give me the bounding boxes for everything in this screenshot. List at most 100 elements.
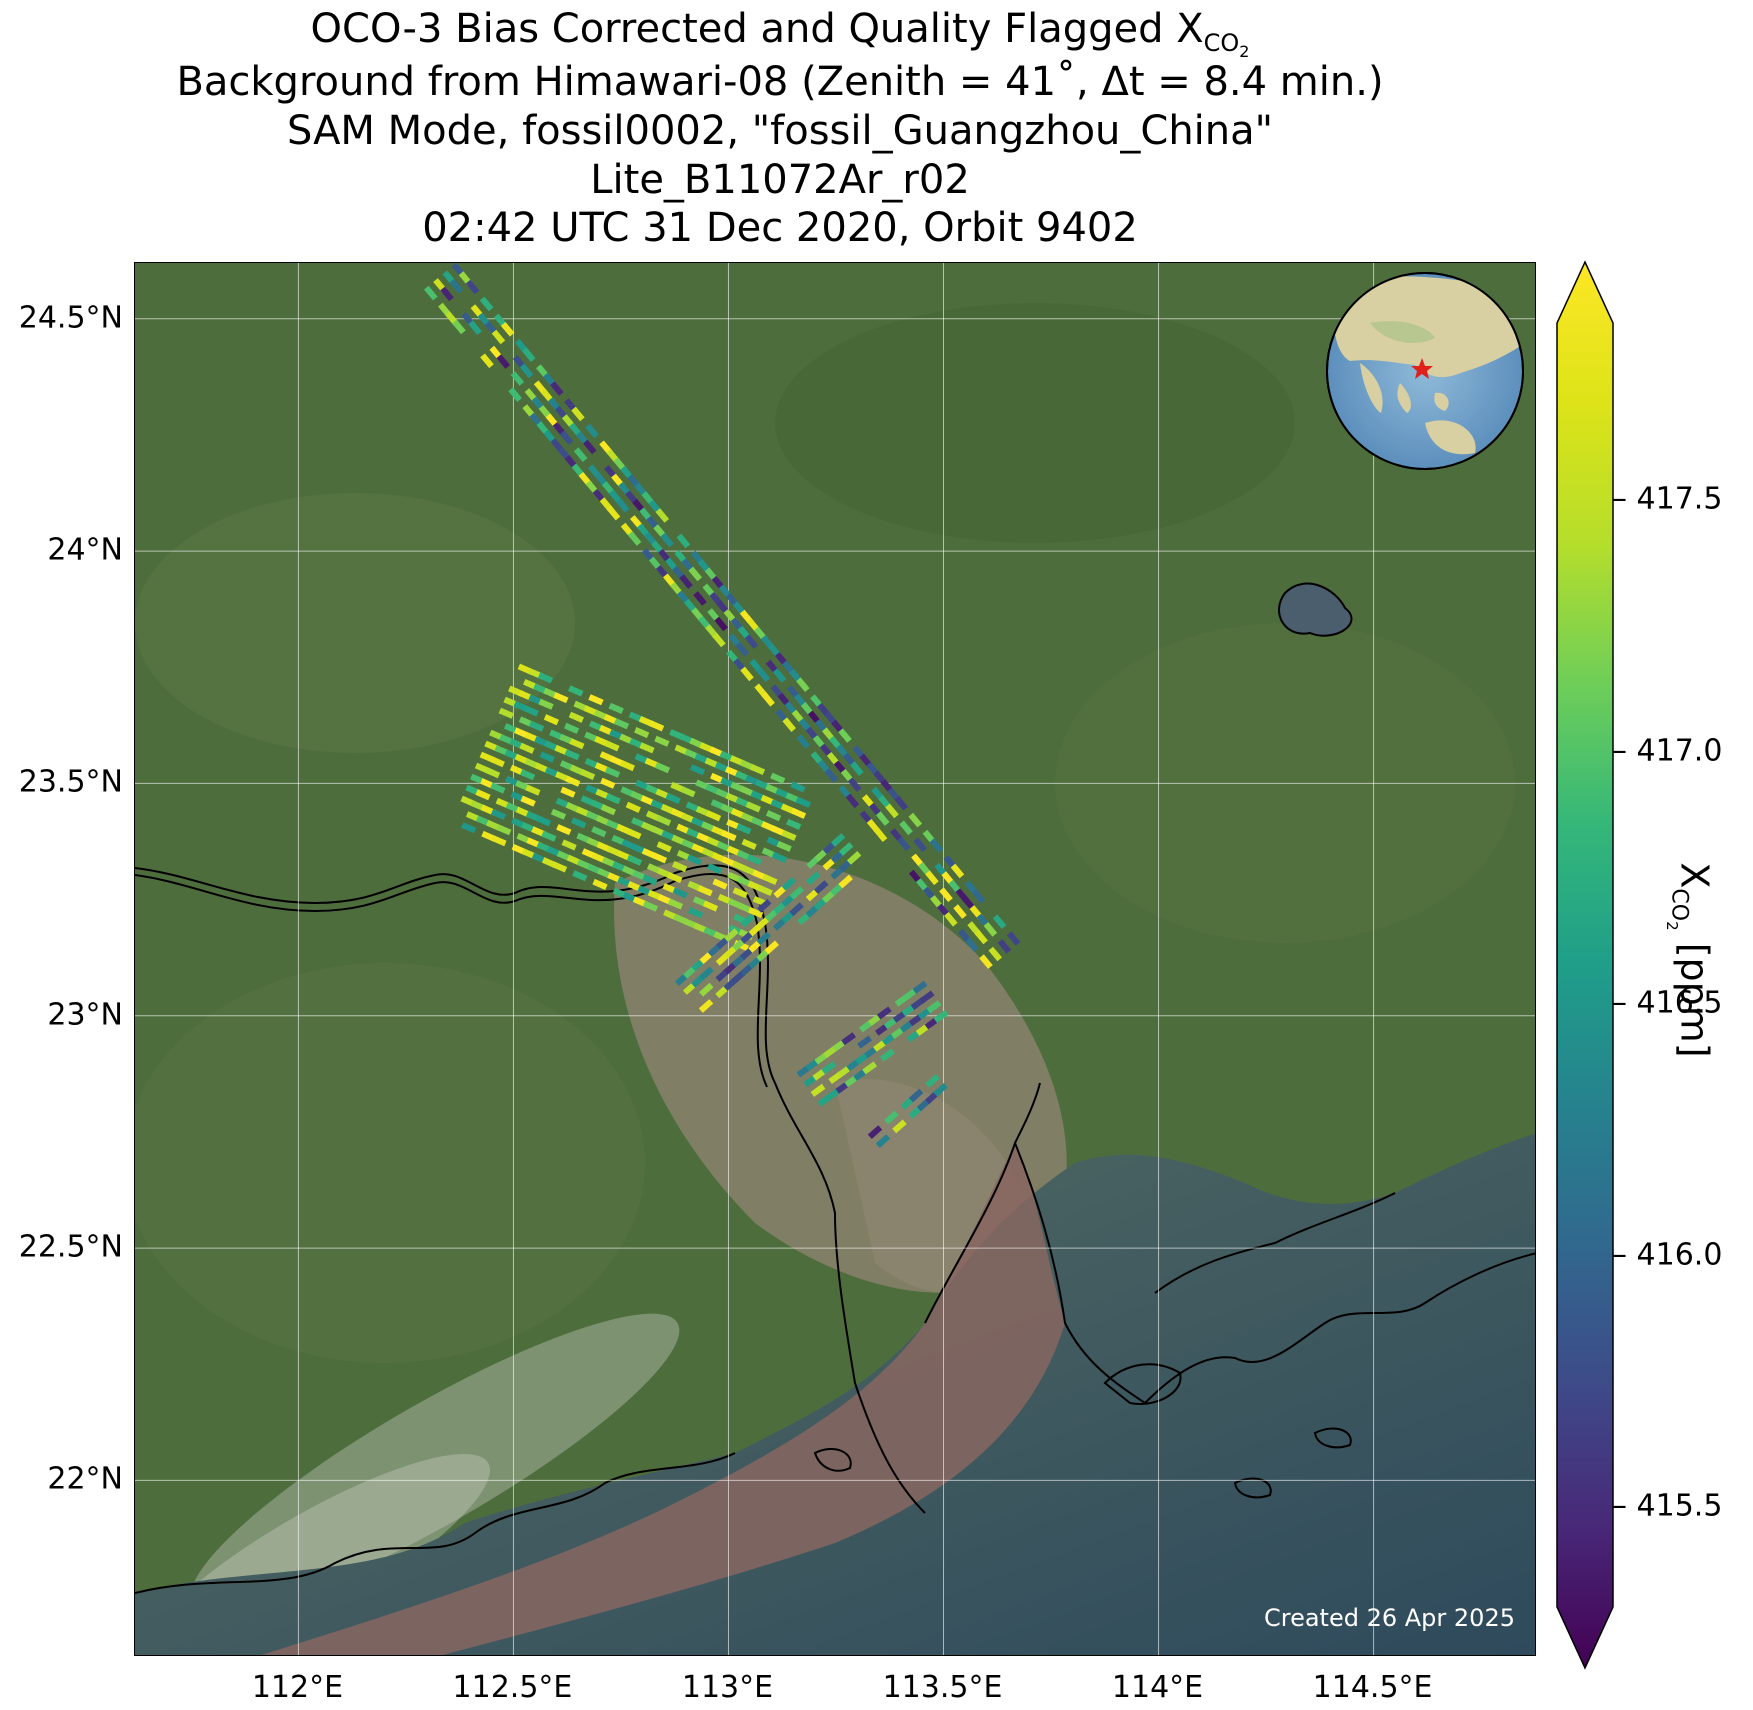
title-line-3: SAM Mode, fossil0002, "fossil_Guangzhou_… [286, 108, 1274, 154]
xco2-sounding [997, 939, 1012, 954]
coastlines [135, 864, 1535, 1594]
xco2-sounding [519, 363, 534, 379]
sea-area [135, 1133, 1535, 1655]
xco2-sounding [965, 937, 979, 952]
inset-globe [1326, 272, 1524, 470]
xco2-sounding [655, 508, 670, 523]
xco2-sounding [580, 769, 596, 780]
xco2-sounding [821, 1061, 837, 1075]
xco2-sounding [933, 1083, 948, 1097]
lon-tick-label: 113.5°E [882, 1670, 1003, 1705]
xco2-sounding [508, 387, 522, 402]
xco2-sounding [561, 839, 577, 851]
xco2-sounding [892, 1119, 907, 1134]
xco2-sounding [714, 616, 728, 632]
lon-tick-label: 112°E [251, 1670, 344, 1705]
xco2-sounding [838, 842, 854, 856]
xco2-sounding [782, 717, 796, 732]
xco2-sounding [479, 296, 494, 312]
xco2-sounding [686, 854, 703, 866]
xco2-sounding [873, 827, 888, 842]
xco2-sounding [912, 980, 928, 994]
xco2-sounding [771, 851, 788, 863]
xco2-sounding [781, 829, 797, 841]
xco2-sounding [626, 854, 643, 866]
xco2-sounding [862, 1061, 878, 1075]
xco2-sounding [604, 766, 621, 778]
map-panel[interactable] [134, 262, 1536, 1656]
xco2-sounding [944, 912, 958, 927]
xco2-sounding [490, 808, 507, 820]
xco2-sounding [654, 762, 671, 774]
xco2-sounding [648, 720, 665, 732]
lat-tick-label: 23°N [47, 997, 123, 1033]
xco2-sounding [568, 685, 584, 697]
xco2-sounding [639, 742, 655, 754]
colorbar-tick: – 416.0 [1612, 1237, 1723, 1273]
xco2-sounding [440, 286, 454, 302]
xco2-sounding [642, 900, 659, 912]
xco2-sounding [789, 886, 805, 900]
xco2-sounding [634, 727, 650, 739]
xco2-sounding [528, 720, 545, 732]
xco2-sounding [468, 320, 482, 335]
xco2-sounding [875, 1134, 891, 1148]
xco2-sounding [591, 826, 607, 838]
xco2-sounding [480, 353, 494, 369]
xco2-sounding [735, 642, 749, 657]
xco2-sounding [845, 793, 860, 809]
xco2-sounding [688, 566, 702, 582]
xco2-sounding [810, 1083, 826, 1097]
xco2-sounding [971, 889, 986, 904]
xco2-sounding [929, 838, 944, 853]
xco2-sounding [908, 1088, 924, 1103]
xco2-sounding [625, 801, 641, 813]
xco2-sounding [736, 823, 752, 835]
xco2-sounding [814, 880, 829, 895]
xco2-sounding [983, 922, 998, 937]
xco2-sounding [519, 742, 535, 754]
xco2-sounding [761, 692, 775, 707]
xco2-sounding [553, 692, 569, 704]
xco2-sounding [536, 815, 552, 827]
created-date-text: Created 26 Apr 2025 [1263, 1604, 1515, 1632]
xco2-sounding [688, 907, 704, 919]
lat-tick-label: 22°N [47, 1461, 123, 1497]
map-canvas[interactable] [135, 263, 1536, 1656]
title-line-1: OCO-3 Bias Corrected and Quality Flagged… [310, 6, 1250, 61]
xco2-sounding [913, 837, 927, 852]
xco2-sounding [919, 990, 935, 1004]
xco2-sounding [520, 769, 536, 781]
title-line-2: Background from Himawari-08 (Zenith = 41… [176, 59, 1384, 105]
xco2-sounding [699, 966, 714, 981]
xco2-sounding [806, 871, 821, 886]
xco2-sounding [592, 878, 608, 890]
xco2-sounding [732, 887, 748, 899]
xco2-sounding [510, 371, 525, 386]
xco2-sounding [992, 914, 1007, 929]
xco2-sounding [740, 913, 755, 928]
xco2-sounding [550, 808, 567, 820]
xco2-sounding [950, 863, 965, 879]
xco2-sounding [721, 830, 737, 842]
lat-tick-label: 24.5°N [18, 300, 123, 336]
xco2-sounding [885, 803, 899, 819]
xco2-sounding [724, 928, 739, 943]
xco2-sounding [604, 740, 620, 752]
xco2-sounding [746, 854, 763, 866]
xco2-sounding [665, 792, 681, 804]
xco2-sounding [748, 907, 764, 918]
xco2-sounding [850, 761, 864, 776]
title-line-4: Lite_B11072Ar_r02 [590, 157, 970, 203]
xco2-sounding [679, 574, 693, 589]
xco2-sounding [689, 764, 706, 776]
colorbar [1556, 260, 1614, 1670]
xco2-sounding [573, 447, 588, 462]
colorbar-tick: – 417.0 [1612, 733, 1723, 769]
xco2-sounding [712, 632, 726, 648]
colorbar-tick: – 417.5 [1612, 481, 1723, 517]
xco2-sounding [884, 1110, 899, 1125]
xco2-sounding [672, 887, 688, 899]
lon-tick-label: 114.5°E [1312, 1670, 1433, 1705]
xco2-sounding [560, 786, 576, 798]
